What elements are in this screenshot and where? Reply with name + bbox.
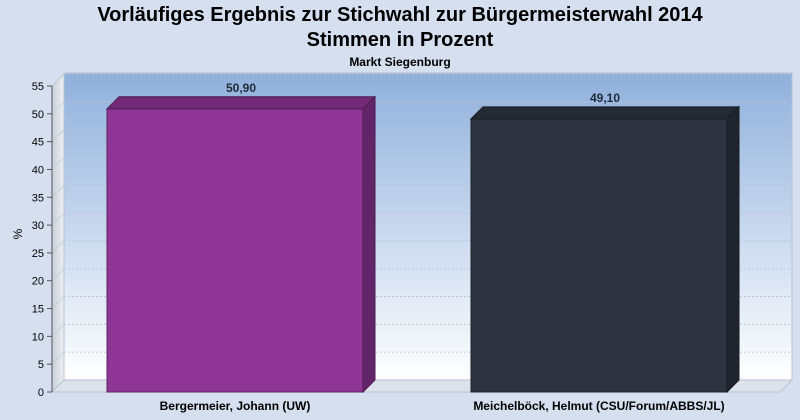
- bar-group: 50,90: [105, 81, 377, 394]
- chart-title: Vorläufiges Ergebnis zur Stichwahl zur B…: [97, 4, 703, 26]
- y-tick-label: 40: [32, 164, 44, 176]
- axes-group: 0 5 10 15 20 25 30 35 40 45 50 55% Bergermeier, Joha…: [11, 81, 725, 413]
- bars-group: 50,90 49,10: [105, 81, 741, 394]
- y-tick-label: 55: [32, 81, 44, 93]
- y-tick-label: 25: [32, 248, 44, 260]
- gridline-side: [51, 351, 65, 365]
- gridline-side: [51, 296, 65, 309]
- y-tick-label: 0: [38, 387, 44, 399]
- bar-side: [726, 105, 740, 394]
- gridline-side: [51, 157, 65, 170]
- gridline-side: [51, 212, 65, 226]
- chart-subtitle: Markt Siegenburg: [349, 55, 451, 69]
- bar: [106, 108, 364, 393]
- y-tick-label: 10: [32, 331, 44, 343]
- bar-top: [105, 96, 377, 110]
- bar-group: 49,10: [469, 91, 741, 394]
- gridline-side: [51, 324, 65, 337]
- gridline-side: [51, 101, 65, 115]
- gridline-side: [51, 184, 65, 198]
- y-tick-label: 35: [32, 192, 44, 204]
- y-tick-label: 45: [32, 137, 44, 149]
- y-tick-label: 5: [38, 359, 44, 371]
- bar-side: [362, 95, 376, 394]
- y-tick-label: 20: [32, 276, 44, 288]
- y-tick-label: 15: [32, 304, 44, 316]
- x-category-label: Bergermeier, Johann (UW): [160, 399, 311, 413]
- y-tick-label: 30: [32, 220, 44, 232]
- side-wall: [51, 72, 65, 394]
- bar: [470, 118, 728, 393]
- data-label: 49,10: [590, 91, 620, 105]
- bar-top: [469, 106, 741, 120]
- gridline-side: [51, 129, 65, 142]
- gridline-side: [51, 73, 65, 87]
- y-tick-label: 50: [32, 109, 44, 121]
- gridline-side: [51, 268, 65, 282]
- y-axis-label: %: [11, 228, 25, 239]
- x-category-label: Meichelböck, Helmut (CSU/Forum/ABBS/JL): [473, 399, 724, 413]
- gridline-side: [51, 240, 65, 254]
- chart-title-line2: Stimmen in Prozent: [306, 29, 494, 51]
- data-label: 50,90: [226, 81, 256, 95]
